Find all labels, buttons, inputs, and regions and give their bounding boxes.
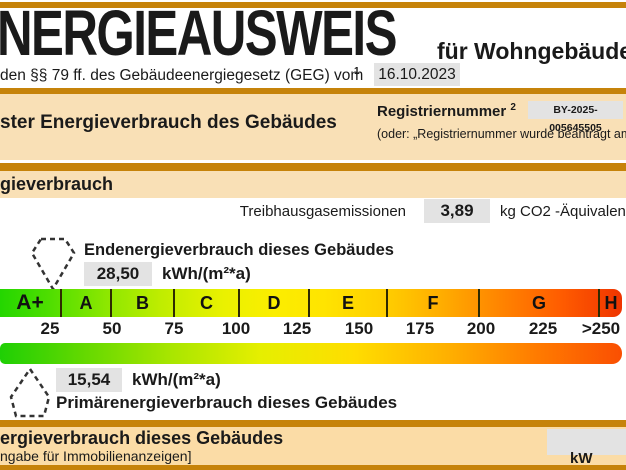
emissions-label: Treibhausgasemissionen — [239, 203, 406, 220]
bottom-divider — [0, 465, 626, 470]
consumption-section-band: ster Energieverbrauch des Gebäudes Regis… — [0, 94, 626, 160]
registration-number-value: BY-2025-005645505 — [528, 101, 623, 134]
footer-unit: kW — [570, 450, 593, 467]
scale-tick-225: 225 — [528, 319, 558, 338]
registration-alt-note: (oder: „Registriernummer wurde beantragt… — [377, 127, 626, 141]
footer-title: ergieverbrauch dieses Gebäudes — [0, 428, 284, 448]
section-divider — [0, 163, 626, 171]
primary-energy-marker-icon — [9, 367, 51, 418]
scale-tick-150: 150 — [344, 319, 374, 338]
energy-scale-ticks: 25 50 75 100 125 150 175 200 225 >250 — [0, 317, 626, 341]
law-reference-line: den §§ 79 ff. des Gebäudeenergiegesetz (… — [0, 67, 364, 84]
energy-consumption-band-title: gieverbrauch — [0, 174, 114, 194]
energy-class-E: E — [310, 289, 388, 317]
end-energy-marker-icon — [30, 237, 76, 292]
primary-energy-value: 15,54 — [56, 368, 122, 392]
energy-consumption-band: gieverbrauch — [0, 171, 626, 198]
end-energy-value: 28,50 — [84, 262, 152, 286]
primary-energy-label: Primärenergieverbrauch dieses Gebäudes — [56, 393, 398, 412]
scale-tick->250: >250 — [581, 319, 621, 338]
energy-class-A+: A+ — [0, 289, 62, 317]
scale-tick-100: 100 — [221, 319, 251, 338]
end-energy-label: Endenergieverbrauch dieses Gebäudes — [84, 241, 394, 259]
issue-date-value: 16.10.2023 — [374, 63, 460, 86]
top-divider — [0, 2, 626, 8]
header-divider — [0, 88, 626, 94]
energy-class-H: H — [604, 292, 618, 313]
energy-class-D: D — [240, 289, 310, 317]
footnote-1: 1 — [354, 66, 360, 77]
energy-scale-gradient-bar — [0, 343, 622, 364]
emissions-value: 3,89 — [424, 199, 490, 223]
scale-tick-50: 50 — [102, 319, 122, 338]
footer-band: ergieverbrauch dieses Gebäudes ngabe für… — [0, 427, 626, 467]
energy-class-A: A — [62, 289, 112, 317]
scale-tick-75: 75 — [164, 319, 184, 338]
energy-class-G: G — [480, 289, 600, 317]
energy-class-scale: A+ A B C D E F G H — [0, 289, 622, 317]
scale-tick-125: 125 — [282, 319, 312, 338]
energy-class-B: B — [112, 289, 175, 317]
registration-number-label: Registriernummer 2 — [377, 102, 516, 120]
page-title-suffix: für Wohngebäude — [437, 38, 626, 64]
footer-divider — [0, 420, 626, 427]
scale-tick-200: 200 — [466, 319, 496, 338]
emissions-unit: kg CO2 -Äquivalent — [500, 203, 626, 220]
scale-tick-25: 25 — [40, 319, 60, 338]
page-title: NERGIEAUSWEIS — [0, 0, 397, 69]
primary-energy-unit: kWh/(m²*a) — [132, 370, 221, 389]
end-energy-unit: kWh/(m²*a) — [162, 264, 251, 283]
footer-value-box — [547, 429, 626, 455]
footnote-2: 2 — [510, 102, 516, 113]
scale-tick-175: 175 — [405, 319, 435, 338]
energy-class-C: C — [175, 289, 240, 317]
footer-note: ngabe für Immobilienanzeigen] — [0, 448, 192, 464]
energy-class-F: F — [388, 289, 480, 317]
consumption-section-title: ster Energieverbrauch des Gebäudes — [0, 112, 337, 133]
